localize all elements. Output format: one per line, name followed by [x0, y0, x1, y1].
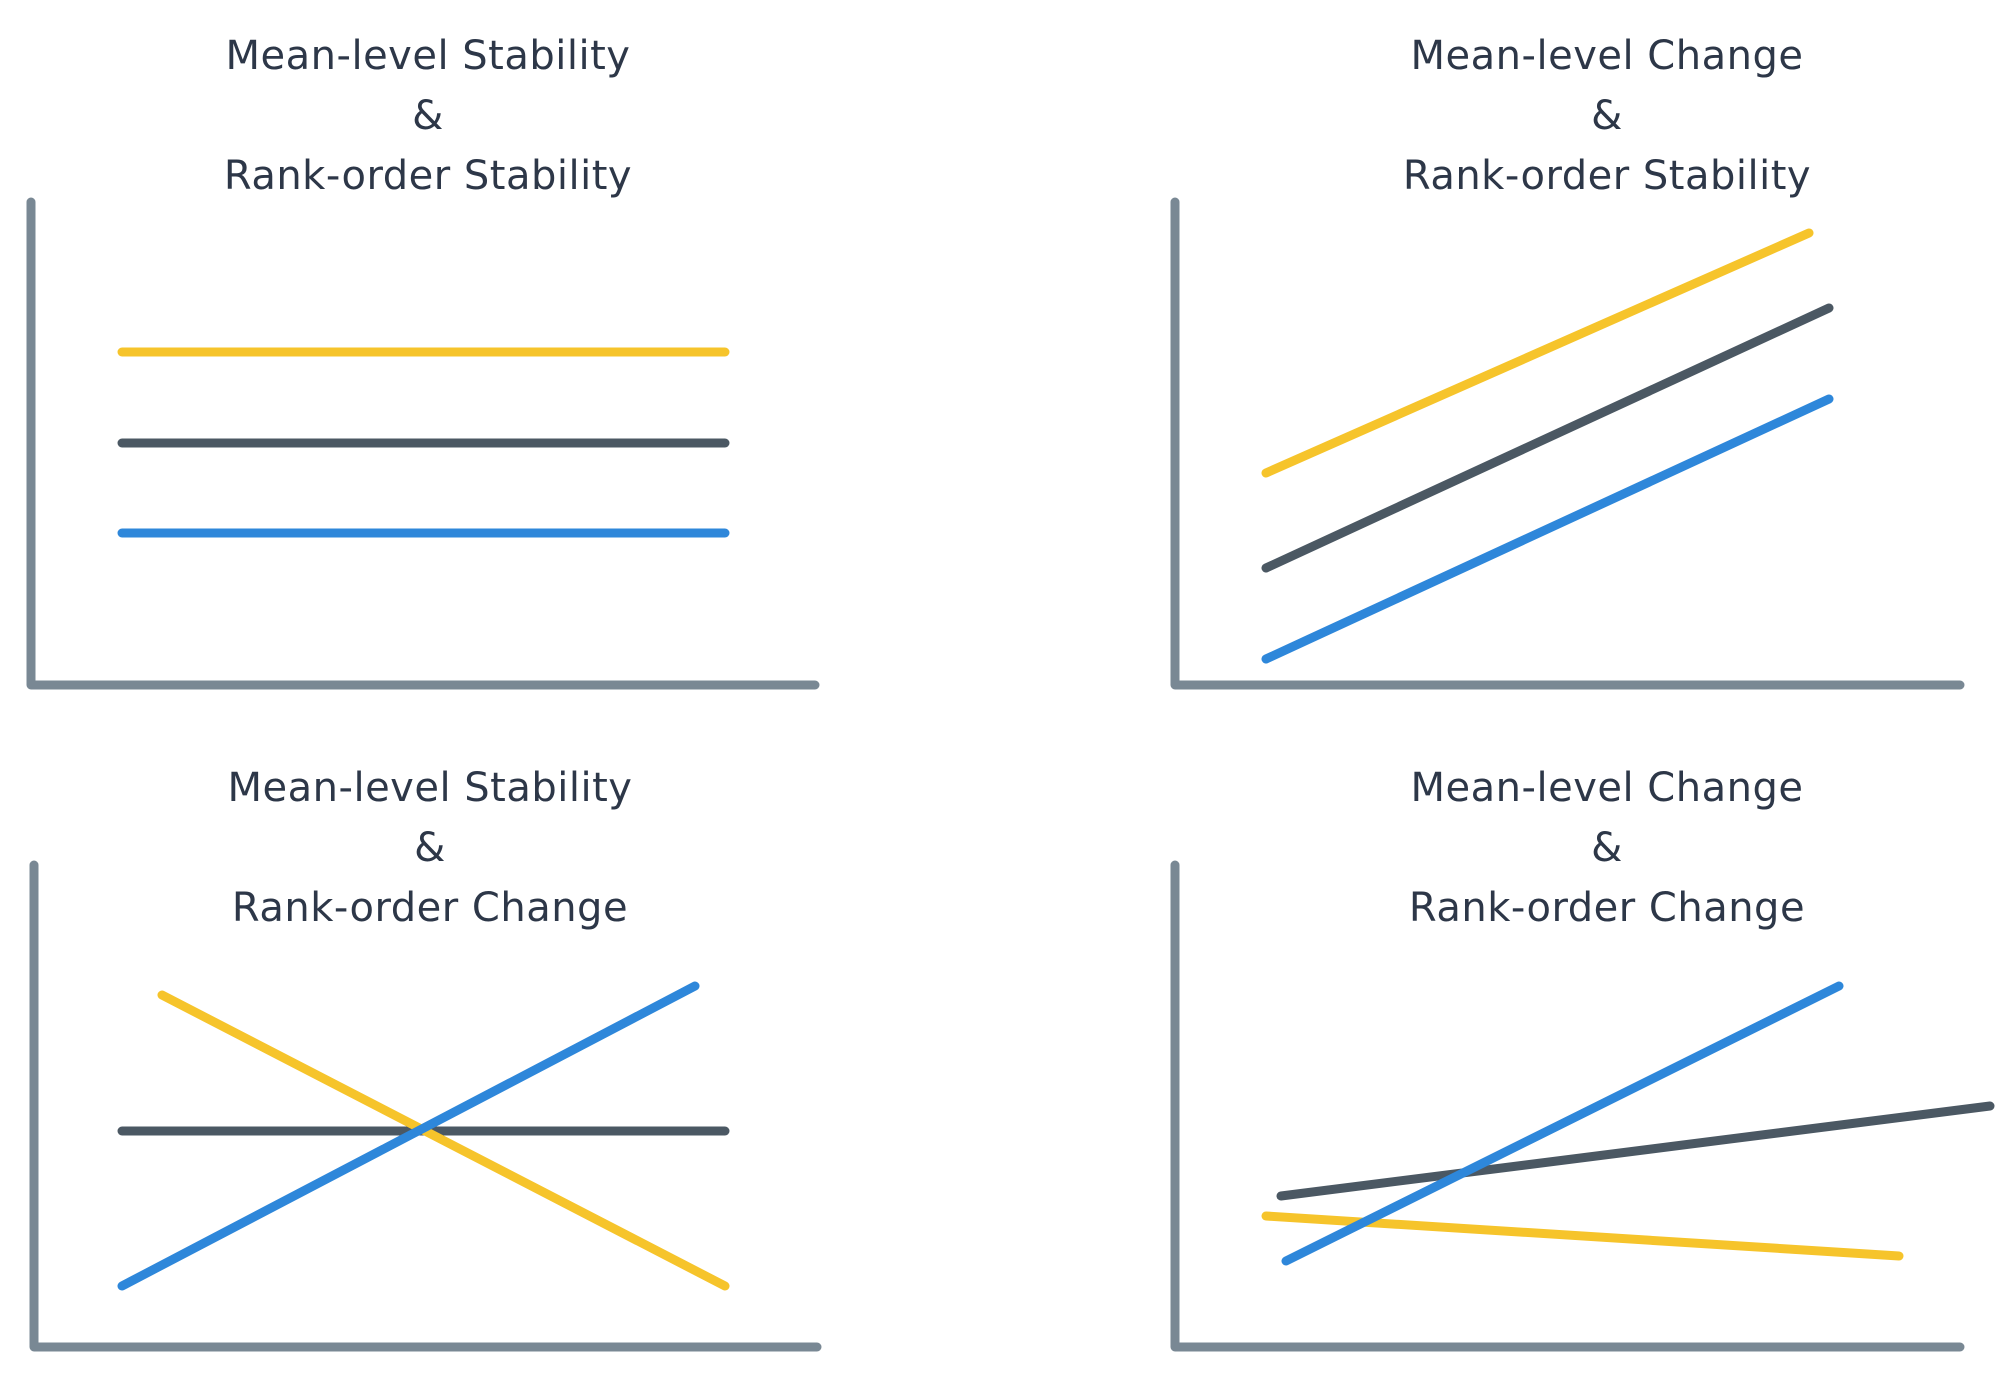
panel-2-axes: [1170, 197, 1965, 690]
panel-1-title-line2: Rank-order Stability: [223, 153, 633, 199]
panel-2-title-line2: Rank-order Stability: [1402, 153, 1812, 199]
panel-4-title: Mean-level Change & Rank-order Change: [1287, 758, 1927, 938]
panel-3-title-line2: Rank-order Change: [231, 885, 629, 931]
panel-mean-change-rank-change: [1170, 860, 1995, 1352]
panel-2-blue-line: [1261, 394, 1834, 664]
panel-2-yellow-line: [1261, 228, 1814, 478]
panel-4-axes: [1170, 860, 1965, 1352]
panel-mean-stability-rank-stability: [26, 197, 820, 690]
panel-2-title: Mean-level Change & Rank-order Stability: [1287, 26, 1927, 206]
panel-1-axes: [26, 197, 820, 690]
panel-mean-stability-rank-change: [29, 860, 822, 1352]
panel-3-title: Mean-level Stability & Rank-order Change: [110, 758, 750, 938]
panel-2-dark-line: [1261, 303, 1834, 573]
panel-2-title-ampersand: &: [1591, 93, 1623, 139]
panel-1-title: Mean-level Stability & Rank-order Stabil…: [108, 26, 748, 206]
panel-3-title-line1: Mean-level Stability: [227, 765, 633, 811]
panel-4-title-line2: Rank-order Change: [1408, 885, 1806, 931]
panel-4-dark-line: [1276, 1101, 1995, 1201]
panel-1-title-ampersand: &: [412, 93, 444, 139]
panel-4-title-ampersand: &: [1591, 825, 1623, 871]
panel-mean-change-rank-stability: [1170, 197, 1965, 690]
panel-3-title-ampersand: &: [414, 825, 446, 871]
panel-1-title-line1: Mean-level Stability: [225, 33, 631, 79]
panel-3-blue-line: [117, 981, 700, 1291]
panel-3-axes: [29, 860, 822, 1352]
panel-4-title-line1: Mean-level Change: [1410, 765, 1804, 811]
panel-2-title-line1: Mean-level Change: [1410, 33, 1804, 79]
panel-3-yellow-line: [157, 990, 730, 1291]
panel-4-blue-line: [1281, 981, 1844, 1266]
